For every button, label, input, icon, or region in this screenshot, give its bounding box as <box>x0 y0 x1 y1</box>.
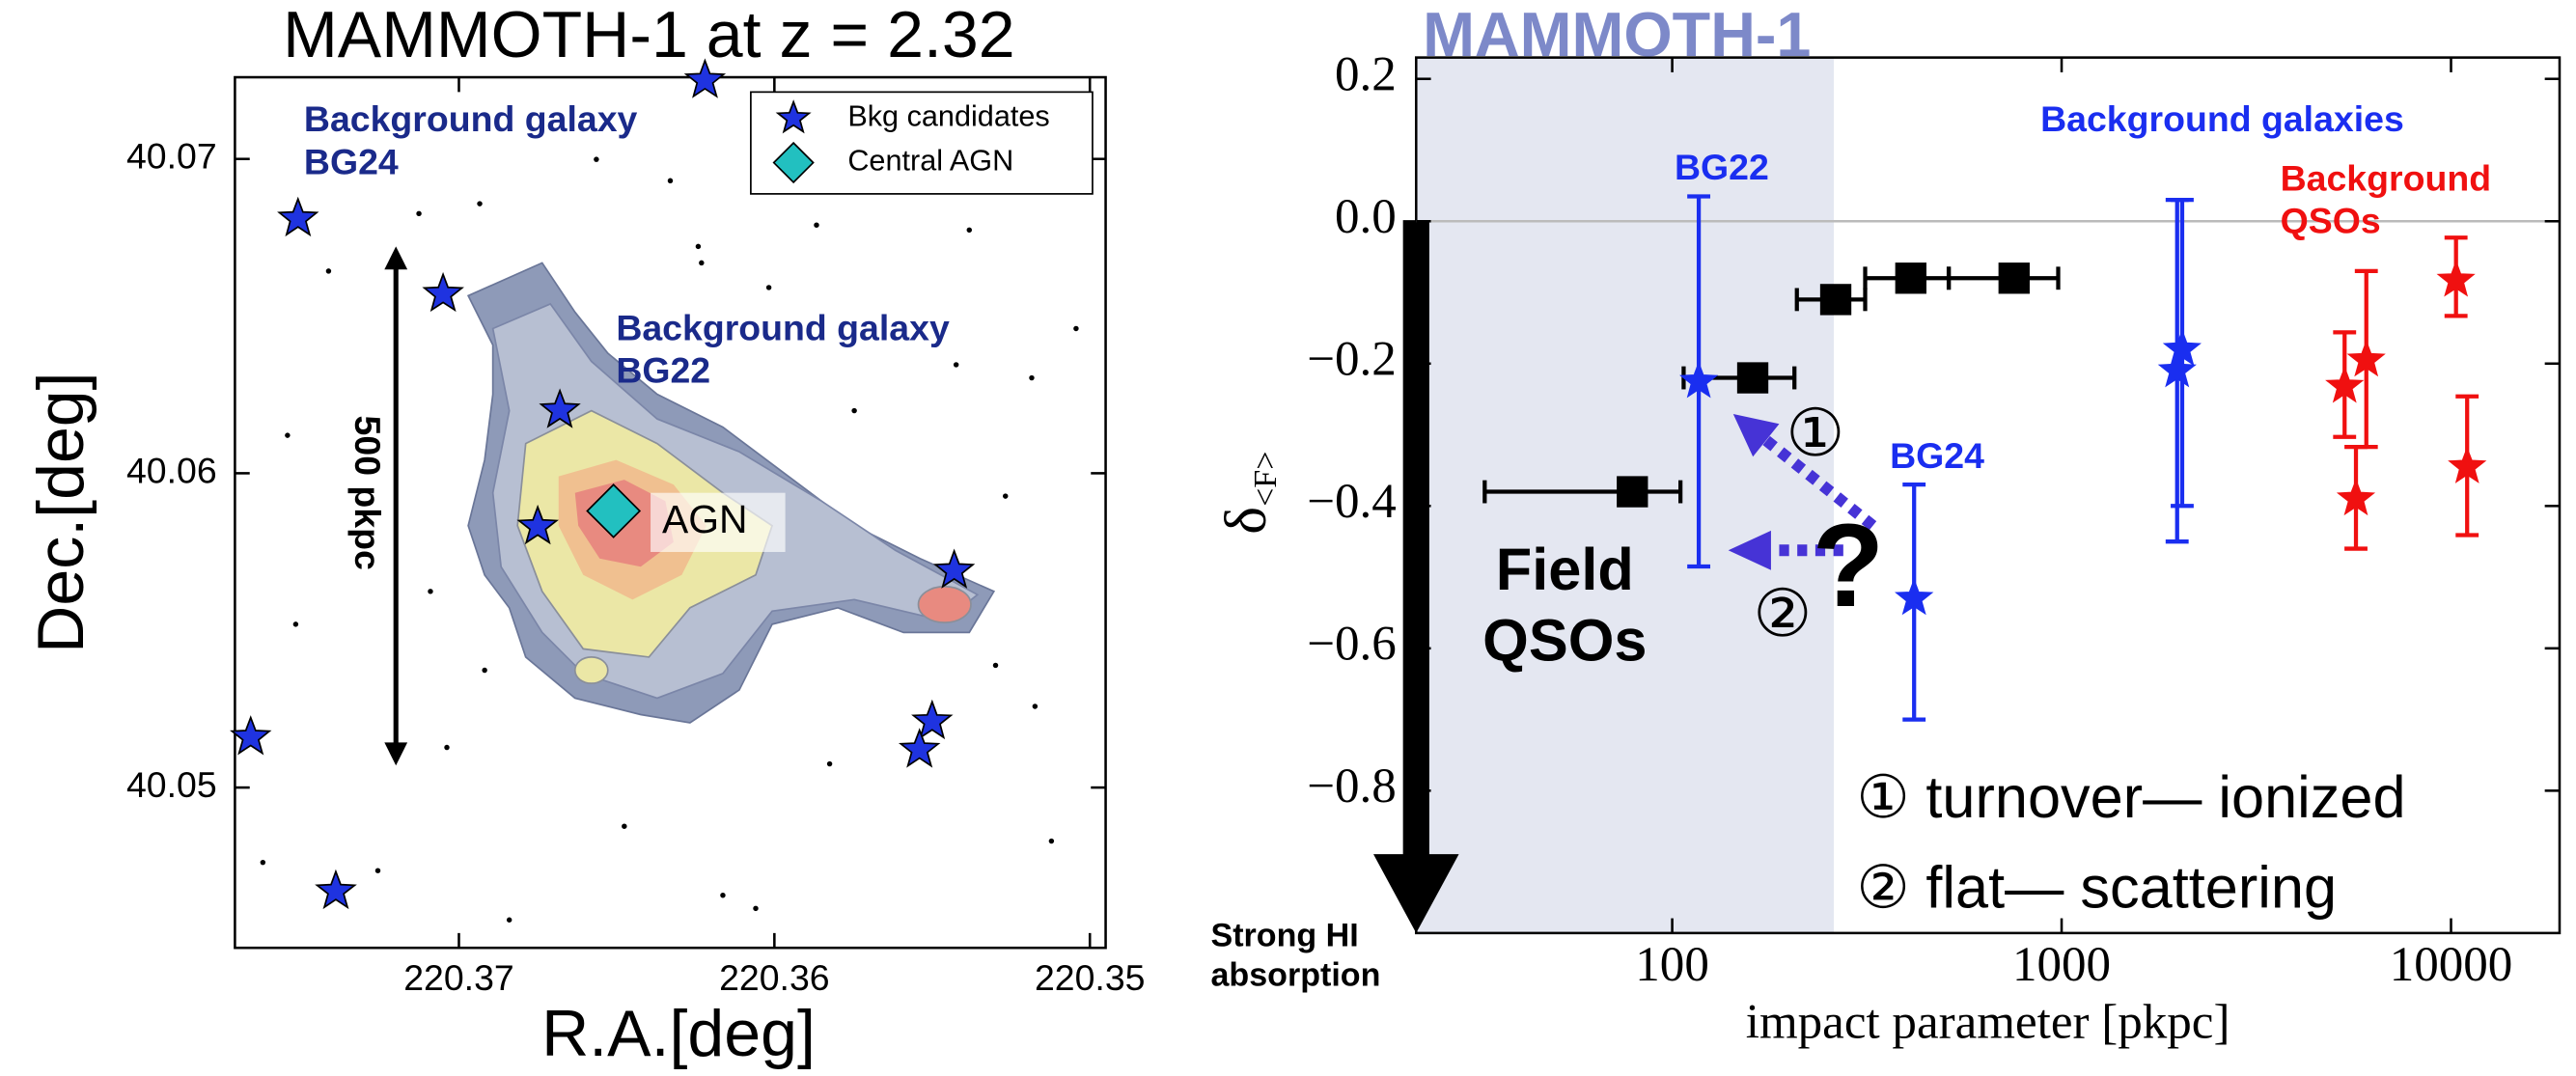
star-marker <box>230 715 272 756</box>
chart-title: MAMMOTH-1 at z = 2.32 <box>283 0 1015 71</box>
annotation-box: Background galaxy BG24 <box>303 98 638 183</box>
star-marker <box>2436 260 2476 297</box>
annotation: ② <box>1753 577 1812 650</box>
star-marker <box>898 728 941 768</box>
diamond-marker <box>586 483 642 538</box>
x-tick-label: 220.35 <box>1035 957 1146 998</box>
annotation: 500 pkpc <box>347 416 388 570</box>
annotation: Strong HI absorption <box>1210 918 1381 994</box>
series-label: Field QSOs <box>1482 535 1648 675</box>
star-marker <box>2157 350 2197 388</box>
series-label-box: Background galaxies <box>2040 98 2404 140</box>
legend-marker <box>775 99 812 134</box>
x-axis-label: impact parameter [pkpc] <box>1746 995 2230 1050</box>
square-marker <box>1895 262 1926 294</box>
scale-bar <box>384 246 408 766</box>
legend-label: Central AGN <box>847 145 1013 178</box>
plot-frame <box>234 75 1107 950</box>
x-tick-label: 220.36 <box>719 957 830 998</box>
annotation-box: Background galaxy BG22 <box>616 307 950 392</box>
series-label: Background QSOs <box>2280 157 2492 242</box>
y-tick-label: 40.07 <box>126 136 217 177</box>
star-marker <box>1679 361 1719 399</box>
sources <box>260 156 1079 923</box>
square-marker <box>1998 262 2030 294</box>
contour <box>917 585 972 624</box>
star-marker <box>422 271 464 313</box>
point-label: BG22 <box>1675 147 1769 187</box>
star-marker <box>683 58 727 98</box>
star-marker <box>315 869 357 910</box>
y-axis-symbol: δ <box>1213 507 1279 535</box>
series-label: Background galaxies <box>2040 98 2404 140</box>
legend-marker <box>772 141 815 184</box>
strong-absorption-arrow <box>1373 220 1459 933</box>
square-marker <box>1736 362 1769 394</box>
star-marker <box>911 699 954 740</box>
annotation: ① <box>1786 397 1844 470</box>
x-tick-label: 10000 <box>2390 937 2513 992</box>
legend-label: Bkg candidates <box>847 100 1049 133</box>
x-axis-label: R.A.[deg] <box>541 997 816 1070</box>
star-marker <box>277 196 319 237</box>
y-tick-label: −0.8 <box>1307 759 1397 814</box>
annotation: AGN <box>662 497 748 541</box>
star-marker <box>2346 340 2386 377</box>
square-marker <box>1617 476 1648 508</box>
star-marker <box>2336 478 2376 516</box>
x-tick-label: 1000 <box>2012 937 2111 992</box>
star-marker <box>932 548 976 589</box>
x-tick-label: 100 <box>1635 937 1709 992</box>
annotation: Background galaxy BG24 <box>303 98 638 183</box>
star-marker <box>1895 577 1934 616</box>
y-tick-label: 0.0 <box>1335 189 1397 244</box>
series-label-box: Background QSOs <box>2280 157 2492 242</box>
x-tick-label: 220.37 <box>403 957 514 998</box>
star-marker <box>539 388 581 428</box>
point-label: BG24 <box>1890 435 1984 476</box>
star-marker <box>2448 446 2487 483</box>
y-tick-label: 0.2 <box>1335 46 1397 101</box>
y-axis-subscript: <F> <box>1248 452 1284 507</box>
y-tick-label: 40.06 <box>126 450 217 490</box>
square-marker <box>1819 284 1852 316</box>
y-tick-label: −0.6 <box>1307 617 1397 672</box>
chart-title: MAMMOTH-1 <box>1423 0 1811 69</box>
annotation-box: Strong HI absorption <box>1210 918 1381 994</box>
y-tick-label: −0.2 <box>1307 332 1397 387</box>
y-tick-label: −0.4 <box>1307 474 1397 529</box>
annotation: Background galaxy BG22 <box>616 307 950 392</box>
star-marker <box>2162 328 2202 367</box>
y-axis-label: Dec.[deg] <box>24 372 97 652</box>
label-box <box>651 492 786 552</box>
series-label-box: Field QSOs <box>1482 535 1648 675</box>
star-marker <box>2325 366 2365 403</box>
annotation: ① turnover— ionized <box>1856 764 2405 830</box>
star-marker <box>516 504 560 545</box>
trend-arrows <box>1728 413 1877 570</box>
annotation: ? <box>1813 499 1885 631</box>
y-tick-label: 40.05 <box>126 764 217 805</box>
annotation: ② flat— scattering <box>1856 855 2337 921</box>
contour <box>573 656 609 684</box>
legend-box <box>750 91 1094 195</box>
y-axis-label: δ<F> <box>1213 452 1284 535</box>
